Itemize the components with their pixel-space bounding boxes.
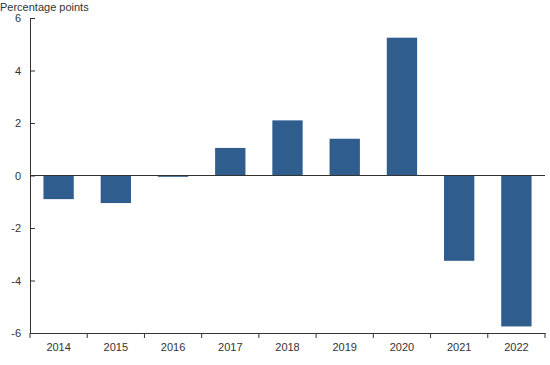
x-tick: 2016 <box>161 333 185 353</box>
x-tick: 2019 <box>332 333 356 353</box>
x-separator <box>316 333 317 338</box>
x-tick: 2021 <box>447 333 471 353</box>
x-separator <box>258 333 259 338</box>
x-tick: 2018 <box>275 333 299 353</box>
x-tick-label: 2021 <box>447 341 471 353</box>
x-tick-label: 2016 <box>161 341 185 353</box>
y-tick: 2 <box>15 117 35 129</box>
x-tick-label: 2019 <box>332 341 356 353</box>
bar <box>387 38 417 176</box>
x-axis-line <box>31 333 546 334</box>
bars <box>43 38 531 327</box>
x-separators <box>30 333 545 338</box>
chart: -6-4-20246201420152016201720182019202020… <box>0 0 550 365</box>
plot: -6-4-20246201420152016201720182019202020… <box>11 12 545 353</box>
bar <box>43 176 73 200</box>
x-separator <box>87 333 88 338</box>
x-separator <box>487 333 488 338</box>
y-tick-label: 0 <box>15 170 21 182</box>
y-tick-label: 6 <box>15 12 21 24</box>
y-tick-label: 4 <box>15 65 21 77</box>
x-axis: 2014 2015 2016 2017 2018 2019 2020 2021 2022 <box>31 333 546 353</box>
x-tick: 2020 <box>390 333 414 353</box>
x-tick: 2017 <box>218 333 242 353</box>
y-tick-mark <box>30 18 35 19</box>
y-tick-mark <box>30 71 35 72</box>
x-tick-label: 2014 <box>46 341 70 353</box>
y-tick-mark <box>30 228 35 229</box>
y-axis-title: Percentage points <box>0 1 89 13</box>
y-tick: 4 <box>15 65 35 77</box>
y-tick-mark <box>30 123 35 124</box>
x-separator <box>430 333 431 338</box>
y-tick: -2 <box>11 222 35 234</box>
x-tick: 2014 <box>46 333 70 353</box>
x-separator <box>201 333 202 338</box>
bar <box>272 120 302 175</box>
bar <box>330 139 360 176</box>
y-tick-label: -4 <box>11 275 21 287</box>
x-separator <box>545 333 546 338</box>
bar <box>501 176 531 327</box>
bar <box>101 176 131 204</box>
x-tick-label: 2018 <box>275 341 299 353</box>
zero-line <box>30 175 545 176</box>
y-tick: 6 <box>15 12 35 24</box>
y-tick-label: -2 <box>11 222 21 234</box>
x-tick-label: 2015 <box>104 341 128 353</box>
x-tick: 2015 <box>104 333 128 353</box>
x-separator <box>144 333 145 338</box>
y-tick-mark <box>30 281 35 282</box>
y-tick-label: -6 <box>11 327 21 339</box>
bar <box>444 176 474 261</box>
bar <box>215 148 245 176</box>
x-separator <box>30 333 31 338</box>
x-tick-label: 2017 <box>218 341 242 353</box>
y-tick: -4 <box>11 275 35 287</box>
x-tick-label: 2020 <box>390 341 414 353</box>
x-tick: 2022 <box>504 333 528 353</box>
x-tick-label: 2022 <box>504 341 528 353</box>
y-tick-label: 2 <box>15 117 21 129</box>
x-separator <box>373 333 374 338</box>
